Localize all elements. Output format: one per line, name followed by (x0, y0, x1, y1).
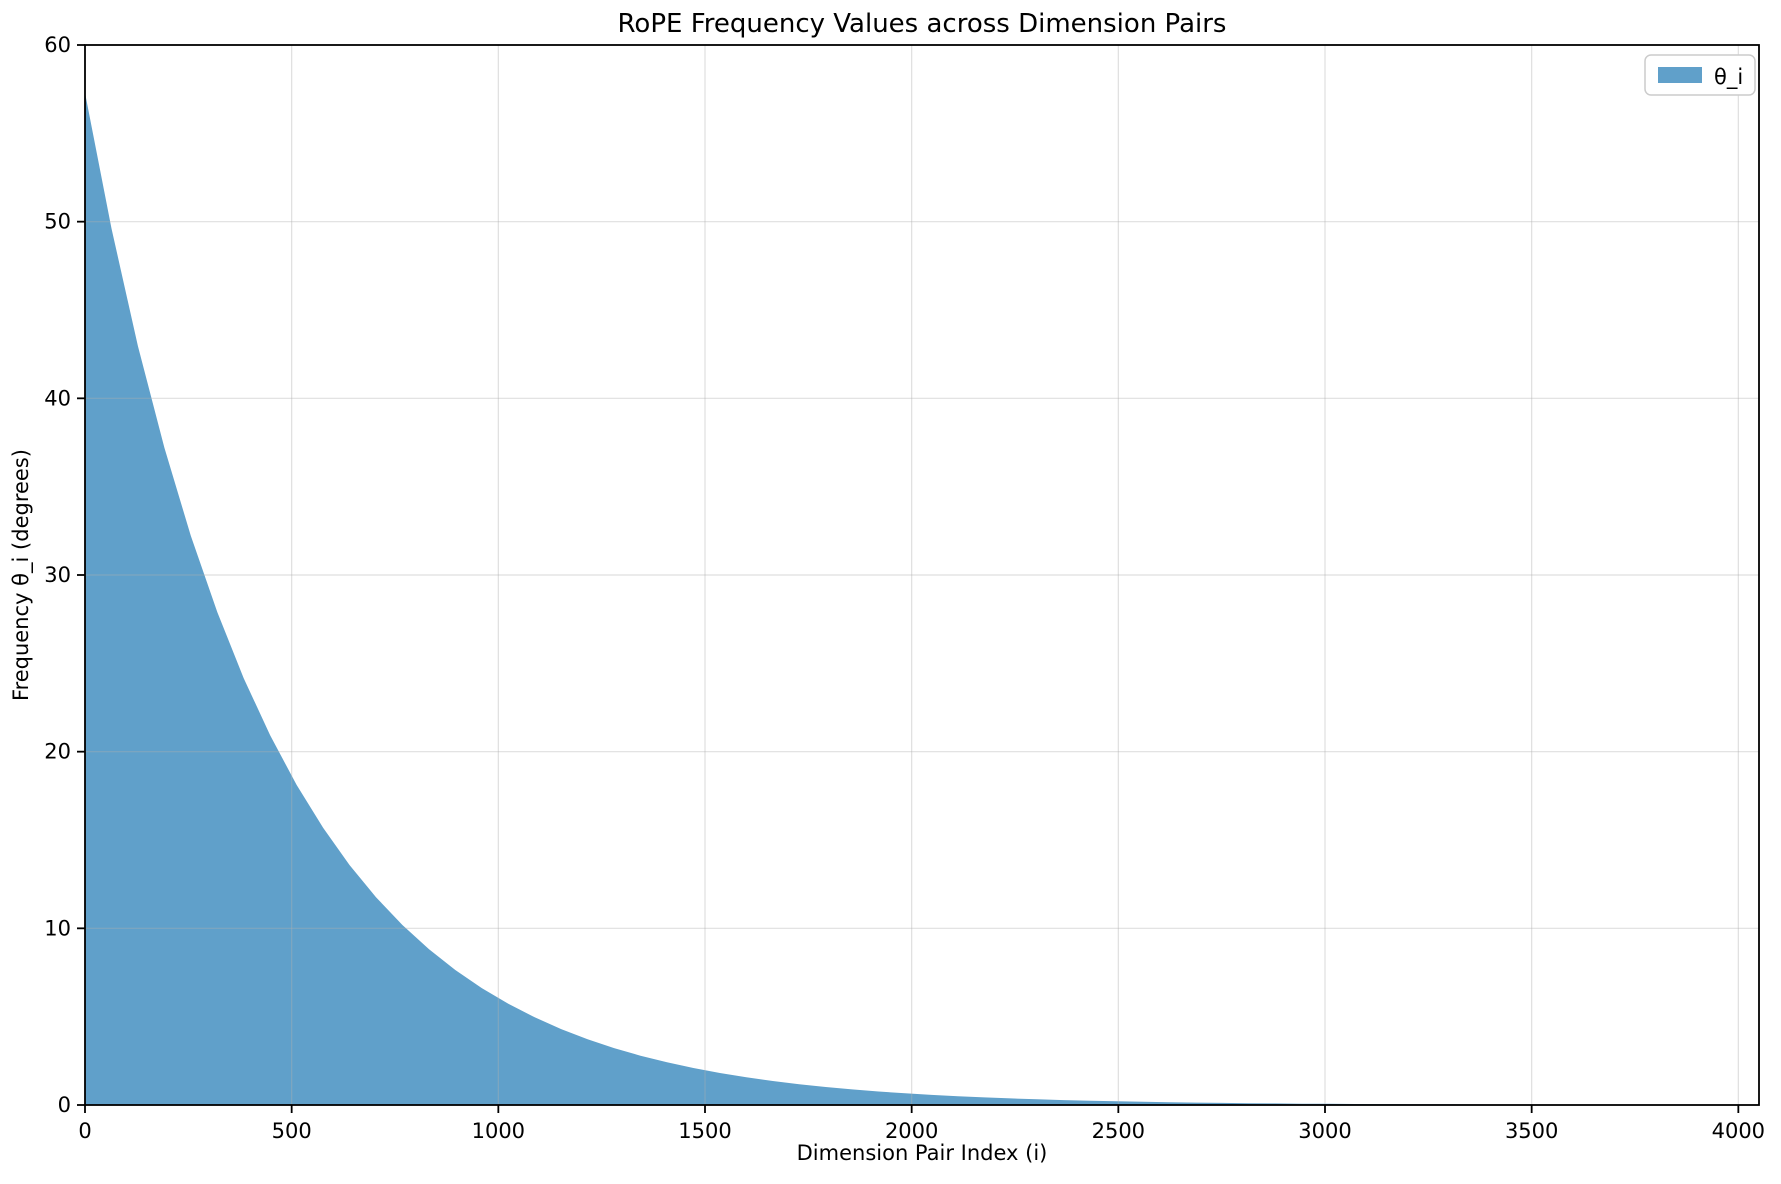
y-tick-label: 10 (44, 916, 71, 940)
x-tick-label: 1000 (472, 1119, 525, 1143)
y-tick-label: 30 (44, 563, 71, 587)
x-tick-label: 2000 (885, 1119, 938, 1143)
chart-title: RoPE Frequency Values across Dimension P… (617, 9, 1227, 39)
x-tick-label: 1500 (678, 1119, 731, 1143)
y-tick-label: 20 (44, 740, 71, 764)
legend-label: θ_i (1714, 65, 1743, 90)
x-tick-label: 4000 (1712, 1119, 1765, 1143)
x-tick-label: 3000 (1298, 1119, 1351, 1143)
x-axis-label: Dimension Pair Index (i) (796, 1141, 1048, 1165)
y-tick-label: 0 (58, 1093, 71, 1117)
legend-swatch (1658, 67, 1702, 83)
y-tick-label: 40 (44, 386, 71, 410)
x-tick-label: 0 (78, 1119, 91, 1143)
y-tick-label: 50 (44, 210, 71, 234)
area-series (85, 92, 1759, 1106)
x-tick-label: 500 (272, 1119, 312, 1143)
y-axis-label: Frequency θ_i (degrees) (9, 449, 33, 701)
x-tick-label: 2500 (1092, 1119, 1145, 1143)
x-tick-label: 3500 (1505, 1119, 1558, 1143)
y-tick-label: 60 (44, 33, 71, 57)
